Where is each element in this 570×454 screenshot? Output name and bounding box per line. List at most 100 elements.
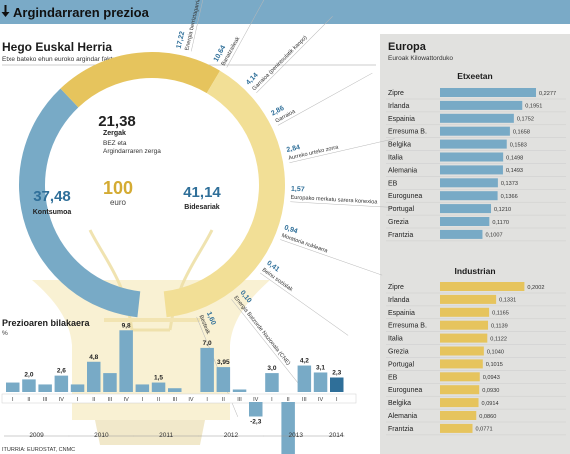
- evolution-bar: [297, 365, 312, 392]
- country-value: 0,1007: [485, 233, 502, 239]
- arrow-down-icon: [1, 5, 10, 17]
- country-value: 0,0930: [482, 388, 499, 394]
- country-label: Grezia: [388, 349, 409, 356]
- households-title: Etxeetan: [457, 71, 492, 81]
- europe-subtitle: Euroak Kilowattorduko: [388, 55, 453, 62]
- breakdown-label: Energia Batzorde Nazionala (CNE): [232, 295, 291, 367]
- quarter-tick: IV: [124, 397, 130, 403]
- country-value: 0,1493: [506, 168, 523, 174]
- quarter-tick: I: [12, 397, 14, 403]
- breakdown-label: Europako merkatu sarera konexioa: [290, 195, 378, 206]
- evolution-bar: [6, 382, 20, 392]
- country-label: Zipre: [388, 90, 404, 97]
- country-label: Espainia: [388, 116, 415, 123]
- donut-slice-zergak: [60, 51, 221, 108]
- year-tick: 2011: [159, 432, 173, 439]
- slice-value-bidesariak: 41,14: [183, 184, 221, 201]
- evolution-value-label: 4,2: [300, 358, 309, 365]
- quarter-tick: II: [27, 397, 31, 403]
- evolution-bar: [151, 382, 166, 392]
- evolution-title: Prezioaren bilakaera: [2, 318, 91, 328]
- evolution-bar: [232, 389, 247, 392]
- year-tick: 2010: [94, 432, 109, 439]
- evolution-bar: [38, 384, 52, 392]
- country-bar: [440, 320, 489, 330]
- quarter-tick: I: [77, 397, 79, 403]
- country-bar: [440, 204, 492, 214]
- evolution-value-label: 7,0: [203, 340, 212, 347]
- evolution-bar: [216, 367, 231, 392]
- country-bar: [440, 178, 498, 188]
- evolution-bar: [249, 402, 263, 417]
- slice-label-bidesariak: Bidesariak: [184, 204, 220, 211]
- country-value: 0,0860: [479, 414, 496, 420]
- country-value: 0,1015: [486, 362, 503, 368]
- country-label: Portugal: [388, 206, 415, 213]
- evolution-bar: [87, 361, 101, 392]
- quarter-tick: I: [271, 397, 273, 403]
- country-value: 0,1165: [492, 311, 509, 317]
- country-bar: [440, 229, 483, 239]
- center-unit: euro: [110, 198, 127, 207]
- bulb-neck: [104, 318, 200, 322]
- country-bar: [440, 346, 484, 356]
- quarter-strip: [1, 393, 357, 404]
- donut-slice-bidesariak: [163, 70, 286, 318]
- year-tick: 2013: [289, 432, 304, 439]
- country-bar: [440, 282, 525, 291]
- country-value: 0,1498: [506, 155, 523, 161]
- country-label: Irlanda: [388, 103, 410, 110]
- evolution-bar: [103, 373, 117, 392]
- country-bar: [440, 100, 523, 110]
- country-bar: [440, 333, 488, 343]
- year-tick: 2012: [224, 432, 239, 439]
- country-value: 0,1951: [525, 104, 542, 110]
- quarter-tick: III: [237, 397, 242, 403]
- slice-label-kontsumoa: Kontsumoa: [33, 209, 72, 216]
- country-value: 0,1373: [501, 181, 518, 187]
- country-label: Eurogunea: [388, 193, 422, 200]
- country-bar: [440, 307, 490, 317]
- evolution-value-label: 1,5: [154, 375, 163, 382]
- evolution-bar: [22, 379, 36, 392]
- evolution-value-label: 2,0: [24, 371, 33, 378]
- country-bar: [440, 126, 510, 136]
- country-value: 0,2277: [539, 91, 556, 97]
- country-bar: [440, 385, 480, 395]
- country-value: 0,0943: [483, 375, 500, 381]
- country-value: 0,1331: [499, 298, 516, 304]
- evolution-value-label: 4,8: [89, 354, 98, 361]
- quarter-tick: II: [157, 397, 161, 403]
- evolution-bar: [135, 384, 150, 392]
- evolution-value-label: 3,95: [217, 359, 230, 366]
- quarter-tick: III: [43, 397, 48, 403]
- breakdown-value: 1,60: [205, 311, 217, 326]
- quarter-tick: I: [206, 397, 208, 403]
- country-label: Irlanda: [388, 297, 410, 304]
- evolution-value-label: 2,3: [332, 370, 341, 377]
- country-bar: [440, 372, 480, 382]
- quarter-tick: III: [172, 397, 177, 403]
- evolution-bar: [281, 402, 295, 454]
- evolution-value-label: 2,6: [57, 368, 66, 375]
- evolution-ylabel: %: [2, 330, 8, 337]
- households-chart: Zipre 0,2277 Irlanda 0,1951 Espainia 0,1752 Er…: [386, 88, 566, 242]
- country-value: 0,1040: [487, 349, 504, 355]
- left-subtitle: Etxe bateko ehun euroko argindar faktura…: [2, 56, 160, 63]
- country-label: EB: [388, 180, 398, 187]
- industry-chart: Zipre 0,2002 Irlanda 0,1331 Espainia 0,1165 Er…: [386, 282, 566, 436]
- industry-title: Industrian: [454, 266, 495, 276]
- country-value: 0,1658: [513, 130, 530, 136]
- evolution-value-label: -2,3: [250, 418, 262, 425]
- breakdown-label: Garraioa (penintsulatik kanpo): [251, 35, 308, 92]
- country-value: 0,1122: [490, 336, 507, 342]
- country-label: Belgika: [388, 142, 411, 149]
- evolution-bar: [168, 388, 182, 392]
- country-label: Portugal: [388, 361, 415, 368]
